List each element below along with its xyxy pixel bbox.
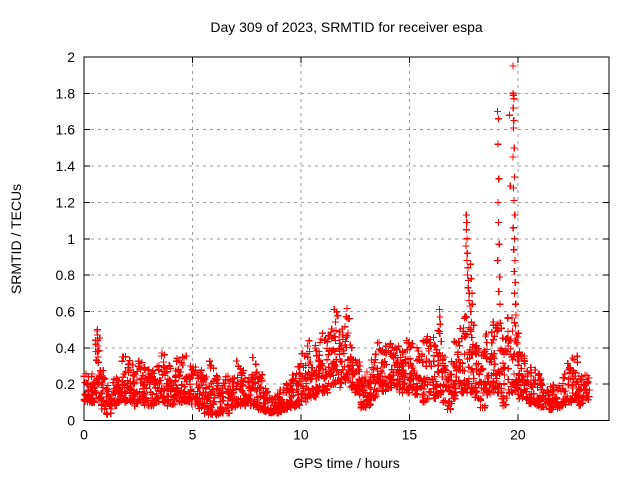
x-tick-label: 5 [189, 427, 197, 443]
y-tick-label: 1.8 [56, 85, 76, 101]
chart-title: Day 309 of 2023, SRMTID for receiver esp… [210, 19, 483, 35]
y-tick-label: 0.4 [56, 340, 76, 356]
y-tick-label: 1.6 [56, 122, 76, 138]
x-tick-label: 10 [293, 427, 309, 443]
y-tick-label: 1 [67, 231, 75, 247]
y-tick-label: 1.4 [56, 158, 76, 174]
data-points [80, 62, 593, 419]
x-axis-label: GPS time / hours [293, 455, 400, 471]
y-tick-label: 2 [67, 49, 75, 65]
y-tick-label: 0.8 [56, 267, 76, 283]
y-tick-label: 0 [67, 413, 75, 429]
x-tick-label: 0 [80, 427, 88, 443]
plot-border [83, 56, 610, 421]
y-tick-label: 0.6 [56, 303, 76, 319]
y-axis-label: SRMTID / TECUs [8, 183, 24, 295]
y-tick-label: 0.2 [56, 376, 76, 392]
y-tick-label: 1.2 [56, 194, 76, 210]
x-tick-label: 15 [402, 427, 418, 443]
x-tick-label: 20 [510, 427, 526, 443]
